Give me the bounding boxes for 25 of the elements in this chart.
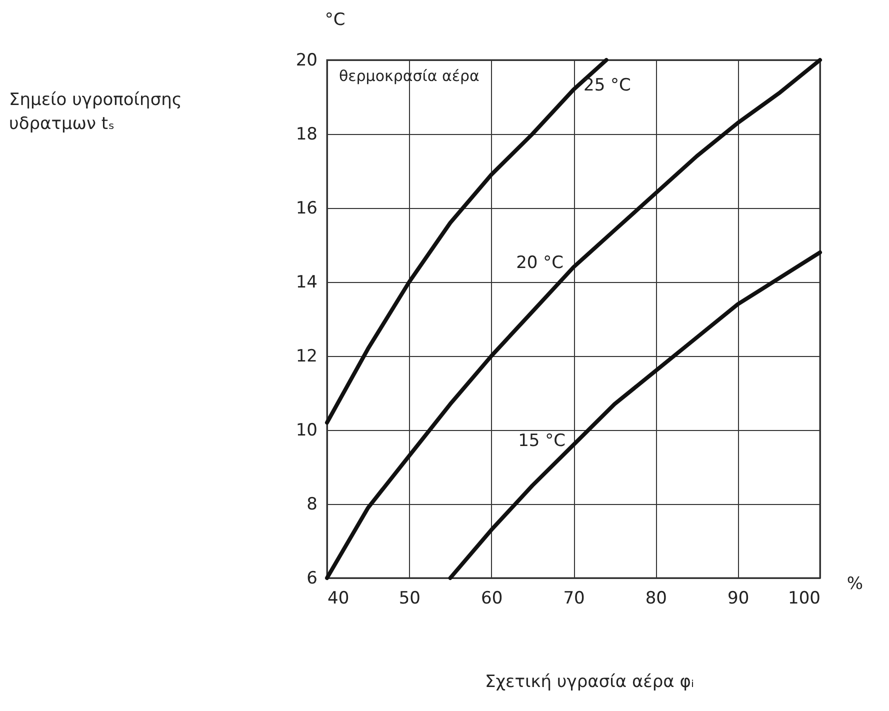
series-label: 15 °C — [518, 430, 566, 451]
x-tick-label: 60 — [481, 588, 503, 608]
y-tick-label: 16 — [296, 198, 318, 218]
y-tick-label: 6 — [306, 568, 318, 588]
line-series — [448, 250, 822, 580]
y-tick-label: 14 — [296, 272, 318, 292]
series-label: 25 °C — [584, 76, 631, 96]
x-axis-title: Σχετική υγρασία αέρα φᵢ — [484, 672, 694, 692]
line-series — [325, 58, 822, 580]
x-tick-label: 40 — [328, 588, 350, 608]
x-tick-label: 70 — [563, 588, 585, 608]
x-tick-label: 50 — [398, 588, 420, 608]
x-tick-label: 80 — [645, 588, 667, 608]
y-tick-label: 20 — [296, 50, 318, 70]
series-label: 20 °C — [516, 253, 564, 274]
x-tick-label: 100 — [788, 588, 820, 608]
y-tick-label: 12 — [296, 346, 318, 366]
text: °C — [324, 10, 346, 30]
y-tick-label: 8 — [306, 494, 318, 514]
text: Σημείο υγροποίησης υδρατμων tₛ — [9, 90, 182, 134]
text: % — [846, 574, 864, 594]
line-series — [325, 58, 608, 425]
x-tick-label: 90 — [728, 588, 750, 608]
y-tick-label: 10 — [296, 420, 318, 440]
y-tick-label: 18 — [296, 124, 318, 144]
